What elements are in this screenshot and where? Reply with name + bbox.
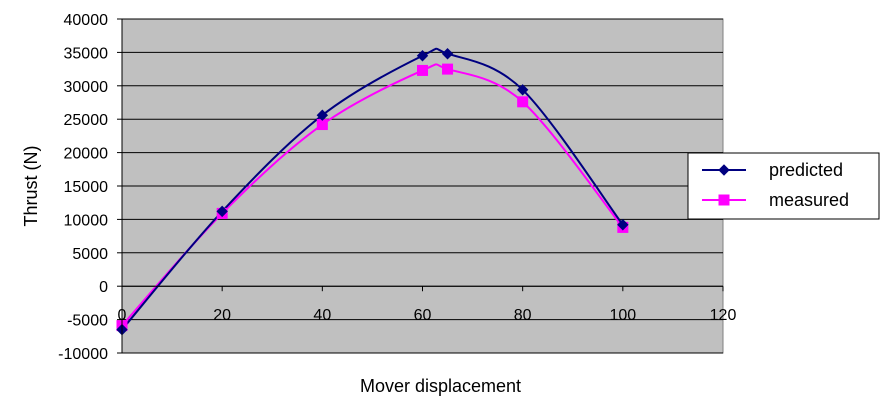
y-tick-label: -5000 [67, 313, 108, 330]
data-point-measured [442, 63, 454, 75]
legend-label-predicted: predicted [769, 160, 843, 180]
y-tick-label: 25000 [64, 112, 109, 129]
x-tick-label: 100 [609, 307, 636, 324]
y-tick-label: -10000 [58, 346, 108, 363]
y-axis-title: Thrust (N) [21, 146, 41, 227]
data-point-predicted [216, 205, 228, 218]
data-point-predicted [617, 219, 629, 231]
x-axis-title: Mover displacement [360, 376, 521, 396]
x-tick-label: 120 [710, 307, 737, 324]
x-tick-label: 20 [213, 307, 231, 324]
data-point-predicted [416, 50, 429, 62]
x-tick-label: 60 [414, 307, 432, 324]
x-tick-label: 80 [514, 307, 532, 324]
series-lines [121, 47, 624, 331]
legend-box [687, 152, 880, 220]
y-tick-label: 10000 [64, 212, 109, 229]
y-tick-label: 30000 [64, 79, 109, 96]
y-tick-label: 15000 [64, 179, 109, 196]
y-tick-label: 40000 [64, 12, 109, 29]
data-point-measured [517, 96, 529, 108]
x-tick-label: 0 [118, 307, 127, 324]
legend-label-measured: measured [769, 190, 849, 210]
y-tick-label: 0 [99, 279, 108, 296]
series-line-predicted [121, 47, 624, 331]
x-axis-ticks: 0 20 40 60 80 100 120 [118, 285, 737, 324]
series-line-measured [121, 63, 624, 327]
data-point-measured [417, 64, 428, 76]
data-point-predicted [316, 109, 329, 121]
data-point-predicted [516, 84, 529, 96]
y-tick-label: 35000 [64, 45, 109, 62]
data-point-measured [316, 119, 328, 131]
legend-marker-measured [718, 194, 730, 206]
y-axis-ticks: 40000 35000 30000 25000 20000 15000 10000 5000 0… [58, 12, 123, 363]
legend: predicted measured [687, 152, 880, 220]
x-tick-label: 40 [313, 307, 331, 324]
y-tick-label: 20000 [64, 146, 109, 163]
y-tick-label: 5000 [72, 246, 108, 263]
legend-marker-predicted [718, 164, 730, 176]
data-point-predicted [441, 48, 454, 60]
